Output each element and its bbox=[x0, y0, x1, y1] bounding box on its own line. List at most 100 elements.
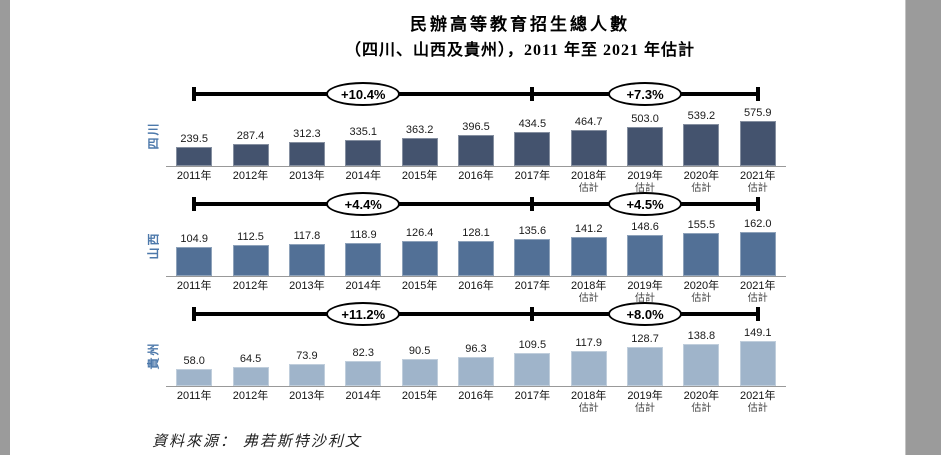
bar bbox=[683, 233, 720, 276]
x-axis-label: 2011年 bbox=[176, 170, 212, 182]
estimate-note: 估計 bbox=[578, 183, 599, 194]
bar bbox=[176, 369, 213, 386]
bracket-end-tick bbox=[192, 87, 197, 101]
bar-value-label: 109.5 bbox=[518, 339, 547, 351]
growth-rate-badge: +4.5% bbox=[608, 192, 683, 216]
bar bbox=[457, 135, 494, 166]
x-axis-label: 2017年 bbox=[514, 390, 551, 402]
bar-value-label: 149.1 bbox=[744, 327, 772, 339]
bar-value-label: 90.5 bbox=[408, 345, 431, 357]
bar bbox=[514, 353, 551, 386]
bar-value-label: 335.1 bbox=[349, 126, 378, 138]
bar bbox=[345, 243, 382, 276]
chart-title: 民辦高等教育招生總人數 bbox=[410, 15, 630, 34]
bar bbox=[739, 121, 776, 166]
y-axis-region-label: 貴州 bbox=[140, 304, 166, 414]
x-axis-label: 2019年 估計 bbox=[617, 167, 673, 194]
bar bbox=[739, 232, 776, 276]
growth-rate-badge: +10.4% bbox=[326, 82, 401, 106]
bar-column: 575.9 bbox=[730, 107, 786, 166]
bar-column: 128.7 bbox=[617, 333, 673, 386]
bar-value-label: 112.5 bbox=[237, 231, 264, 243]
bar-column: 503.0 bbox=[617, 113, 673, 166]
x-axis-label: 2011年 bbox=[176, 280, 212, 292]
x-axis-label: 2020年 估計 bbox=[673, 277, 729, 304]
bar bbox=[345, 361, 382, 386]
bracket-end-tick bbox=[755, 307, 760, 321]
bar bbox=[739, 341, 776, 386]
bar-value-label: 117.8 bbox=[293, 230, 321, 242]
bar-value-label: 503.0 bbox=[631, 113, 659, 125]
bar-value-label: 141.2 bbox=[574, 223, 603, 235]
bar-column: 96.3 bbox=[448, 343, 504, 386]
bar-value-label: 396.5 bbox=[462, 121, 490, 133]
x-axis-label: 2021年 估計 bbox=[730, 387, 786, 414]
bracket-end-tick bbox=[755, 87, 760, 101]
bar-column: 64.5 bbox=[222, 353, 278, 386]
x-axis-label: 2012年 bbox=[232, 280, 269, 292]
page-right-margin bbox=[905, 0, 941, 455]
x-axis-label: 2021年 估計 bbox=[730, 277, 786, 304]
bar bbox=[232, 367, 269, 386]
x-axis-label: 2014年 bbox=[345, 170, 381, 182]
chart-guizhou: 貴州 +11.2% +8.0% 58.0 64.5 73.9 82.3 90.5 96.3 1… bbox=[140, 302, 790, 414]
bar-column: 312.3 bbox=[279, 128, 335, 166]
bar bbox=[570, 130, 607, 166]
growth-bracket-row: +4.4% +4.5% bbox=[166, 192, 786, 216]
source-value: 弗若斯特沙利文 bbox=[242, 434, 362, 450]
bar-column: 539.2 bbox=[673, 110, 729, 166]
bar bbox=[288, 142, 325, 166]
x-axis: 2011年 2012年 2013年 2014年 2015年 2016年 2017年 2018年… bbox=[166, 277, 786, 304]
bar-plot: 58.0 64.5 73.9 82.3 90.5 96.3 109.5 117.9 128.7 1… bbox=[166, 324, 786, 387]
growth-rate-badge: +11.2% bbox=[326, 302, 401, 326]
bar-column: 117.9 bbox=[561, 337, 617, 386]
x-axis: 2011年 2012年 2013年 2014年 2015年 2016年 2017年 2018年… bbox=[166, 387, 786, 414]
bar-column: 396.5 bbox=[448, 121, 504, 166]
growth-bracket-row: +10.4% +7.3% bbox=[166, 82, 786, 106]
bar-value-label: 135.6 bbox=[518, 225, 547, 237]
growth-rate-badge: +4.4% bbox=[326, 192, 401, 216]
estimate-note: 估計 bbox=[635, 403, 656, 414]
bar bbox=[570, 351, 607, 386]
region-label-text: 四川 bbox=[146, 120, 161, 150]
x-axis-label: 2011年 bbox=[176, 390, 212, 402]
charts-container: 四川 +10.4% +7.3% 239.5 287.4 312.3 335.1 363.2… bbox=[140, 82, 790, 414]
bar-value-label: 64.5 bbox=[239, 353, 262, 365]
x-axis-label: 2017年 bbox=[514, 280, 551, 292]
x-axis-label: 2019年 估計 bbox=[617, 387, 673, 414]
bar-value-label: 73.9 bbox=[296, 350, 318, 362]
bar-value-label: 82.3 bbox=[352, 347, 374, 359]
x-axis-label: 2016年 bbox=[458, 390, 494, 402]
bar-value-label: 575.9 bbox=[744, 107, 772, 119]
x-axis-label: 2019年 估計 bbox=[617, 277, 673, 304]
bar-column: 335.1 bbox=[335, 126, 391, 166]
x-axis-label: 2018年 估計 bbox=[561, 167, 617, 194]
chart-area: +11.2% +8.0% 58.0 64.5 73.9 82.3 90.5 96.3 109.… bbox=[166, 302, 786, 414]
bar bbox=[627, 235, 664, 276]
bar bbox=[627, 347, 664, 386]
bar-value-label: 162.0 bbox=[744, 218, 772, 230]
bar-plot: 239.5 287.4 312.3 335.1 363.2 396.5 434.5 464.7… bbox=[166, 104, 786, 167]
x-axis-label: 2015年 bbox=[401, 170, 438, 182]
bar bbox=[401, 241, 438, 276]
bar-column: 155.5 bbox=[673, 219, 729, 276]
bar-column: 109.5 bbox=[504, 339, 560, 386]
bar-column: 148.6 bbox=[617, 221, 673, 276]
bar-value-label: 464.7 bbox=[574, 116, 603, 128]
bar-column: 82.3 bbox=[335, 347, 391, 386]
source-note: 資料來源： 弗若斯特沙利文 bbox=[152, 430, 941, 451]
x-axis-label: 2020年 估計 bbox=[673, 387, 729, 414]
bar-column: 135.6 bbox=[504, 225, 560, 276]
page-left-margin bbox=[0, 0, 10, 455]
bar bbox=[683, 124, 720, 166]
bar bbox=[570, 237, 607, 276]
bar bbox=[514, 132, 551, 166]
bar-value-label: 128.1 bbox=[462, 227, 490, 239]
bar bbox=[683, 344, 720, 386]
bar bbox=[457, 357, 494, 386]
bracket-end-tick bbox=[530, 197, 535, 211]
estimate-note: 估計 bbox=[691, 293, 712, 304]
chart-shanxi: 山西 +4.4% +4.5% 104.9 112.5 117.8 118.9 126.4 1… bbox=[140, 192, 790, 304]
bar-column: 58.0 bbox=[166, 355, 222, 386]
estimate-note: 估計 bbox=[747, 183, 768, 194]
